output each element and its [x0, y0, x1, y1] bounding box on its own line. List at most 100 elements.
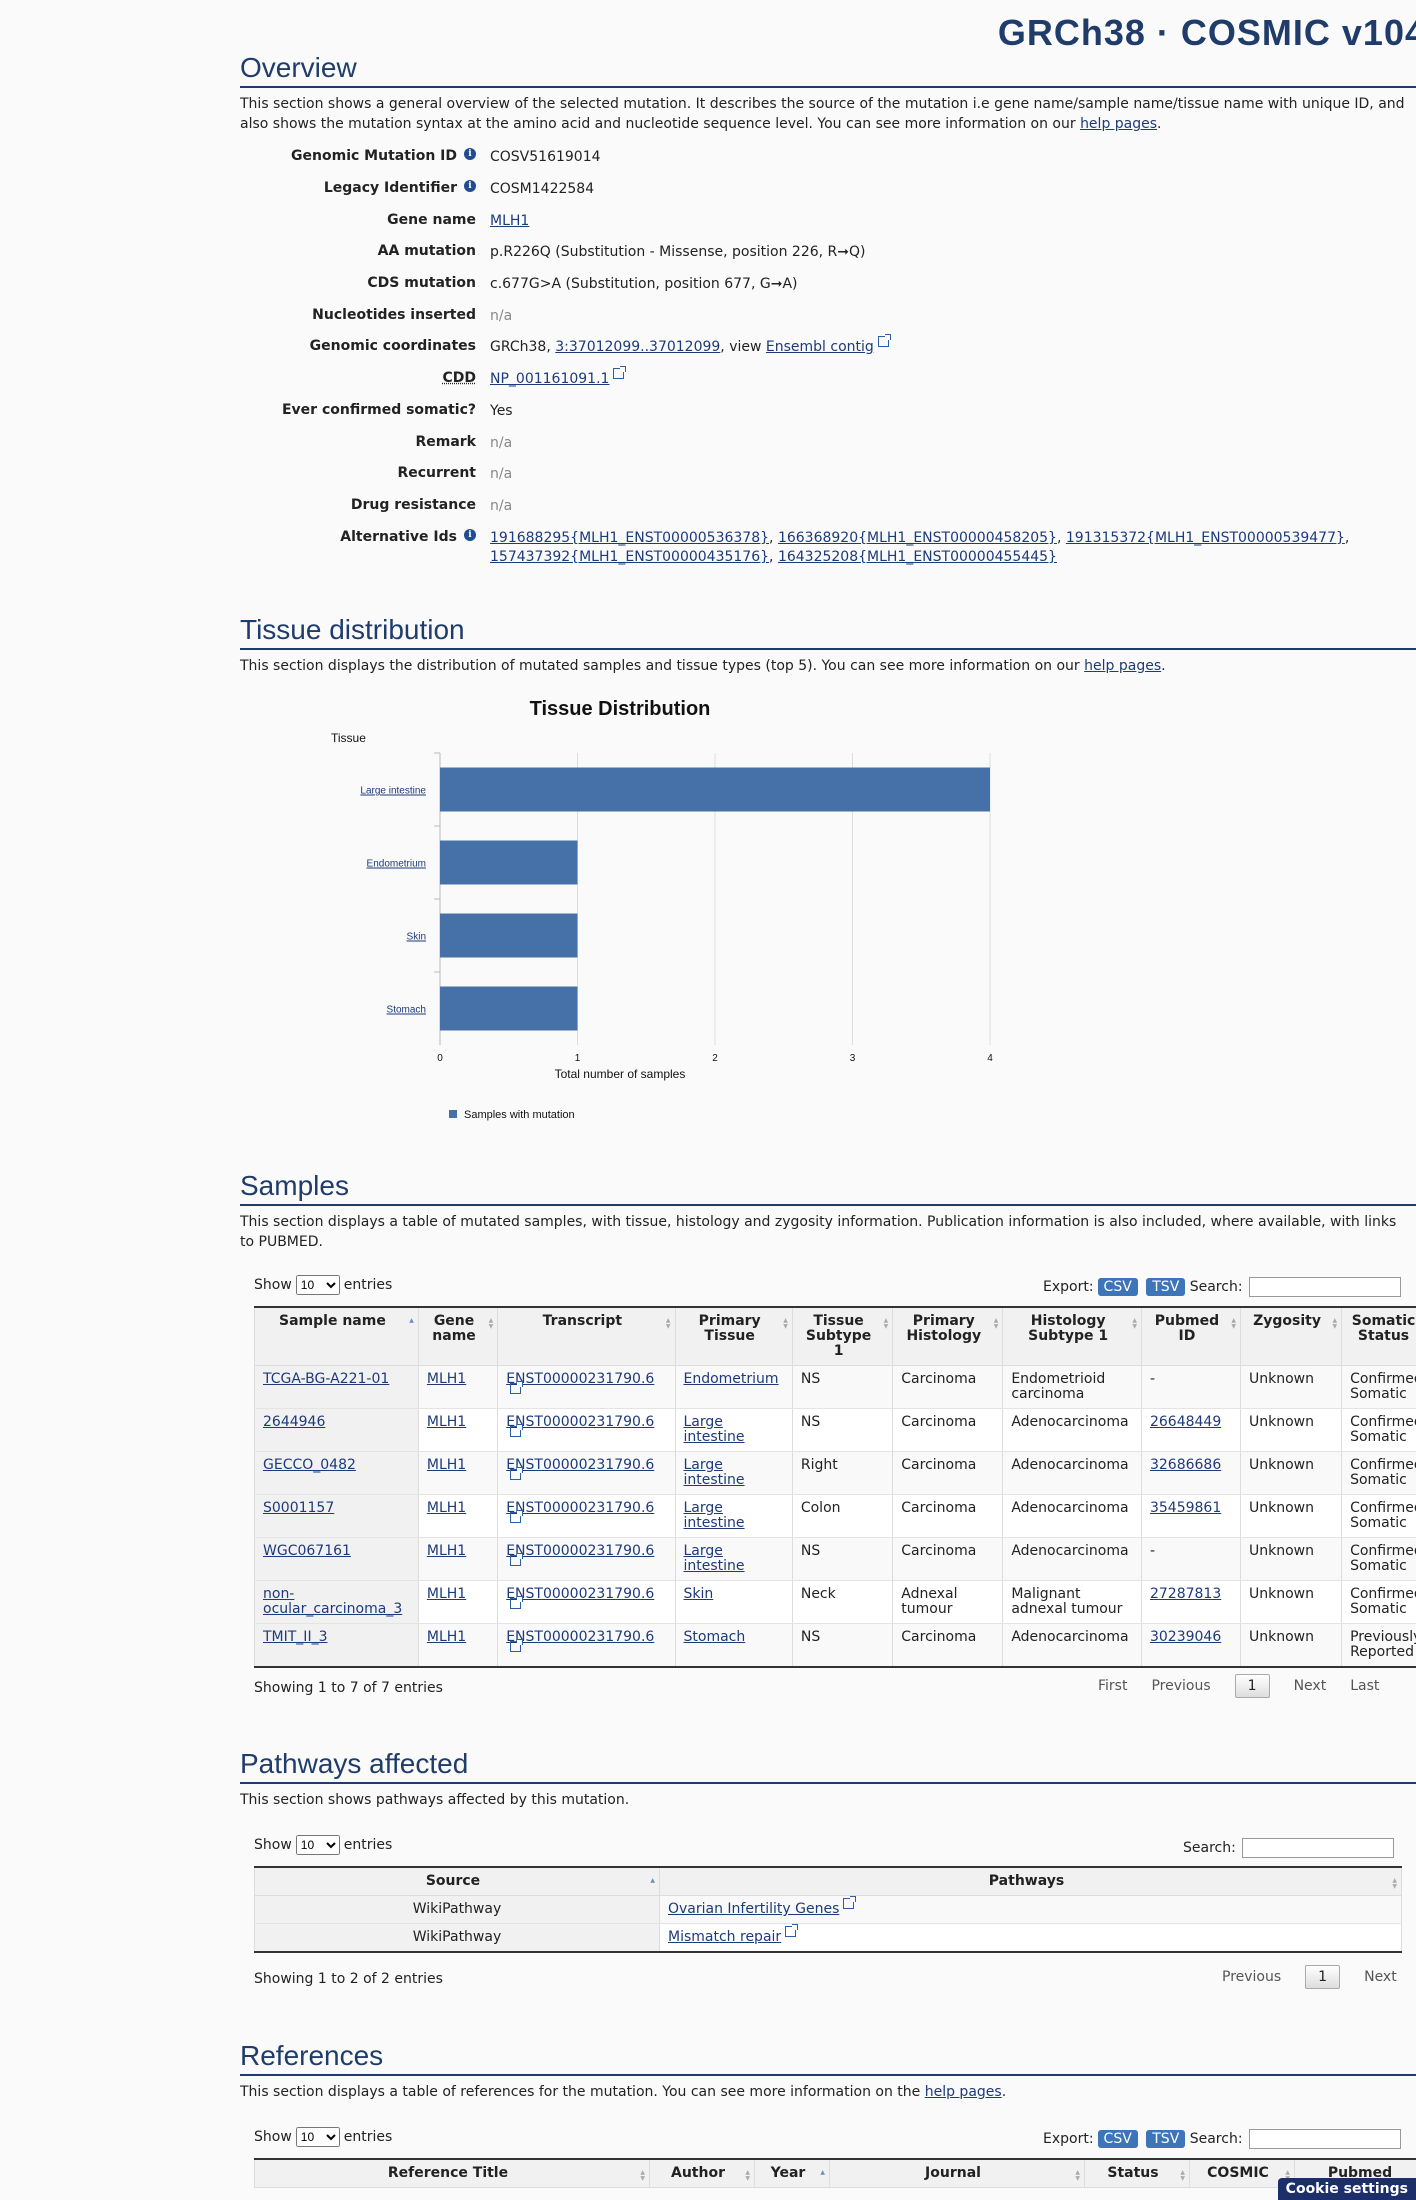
pager-page[interactable]: 1	[1234, 1674, 1270, 1698]
gene-link[interactable]: MLH1	[426, 1500, 467, 1516]
gene-link[interactable]: MLH1	[426, 1629, 467, 1645]
table-cell: Unknown	[1239, 1537, 1343, 1581]
tissue-link[interactable]: Large intestine	[683, 1457, 745, 1488]
gene-link[interactable]: MLH1	[426, 1371, 467, 1387]
pager-next[interactable]: Next	[1293, 1678, 1327, 1694]
transcript-link[interactable]: ENST00000231790.6	[506, 1543, 655, 1559]
export-tsv-button[interactable]: TSV	[1146, 2130, 1186, 2148]
tissue-help-link[interactable]: help pages	[1084, 658, 1162, 674]
pathways-page-size-select[interactable]: 10	[295, 1835, 340, 1855]
ensembl-contig-link[interactable]: Ensembl contig	[765, 339, 874, 355]
sample-link[interactable]: 2644946	[263, 1414, 326, 1430]
sample-link[interactable]: TMIT_II_3	[263, 1629, 328, 1645]
pager-next[interactable]: Next	[1364, 1969, 1397, 1985]
col-pathways[interactable]: Pathways	[659, 1866, 1402, 1896]
sample-link[interactable]: WGC067161	[263, 1543, 351, 1559]
external-link-icon	[785, 1924, 799, 1937]
transcript-link[interactable]: ENST00000231790.6	[506, 1629, 655, 1645]
cdd-link[interactable]: NP_001161091.1	[490, 371, 610, 387]
alt-id-link[interactable]: 191315372{MLH1_ENST00000539477}	[1065, 530, 1345, 546]
references-search-input[interactable]	[1248, 2129, 1401, 2149]
drug-resistance: n/a	[490, 498, 513, 514]
col-status[interactable]: Status	[1084, 2158, 1190, 2188]
col-source[interactable]: Source	[254, 1866, 660, 1896]
category-label[interactable]: Large intestine	[360, 786, 426, 797]
info-icon[interactable]: i	[464, 180, 476, 192]
info-icon[interactable]: i	[464, 148, 476, 160]
tissue-link[interactable]: Stomach	[683, 1629, 746, 1645]
overview-help-link[interactable]: help pages	[1080, 116, 1158, 132]
table-cell: Carcinoma	[892, 1365, 1004, 1409]
pager-previous[interactable]: Previous	[1222, 1969, 1282, 1985]
transcript-link[interactable]: ENST00000231790.6	[506, 1500, 655, 1516]
references-help-link[interactable]: help pages	[924, 2084, 1002, 2100]
gene-link[interactable]: MLH1	[426, 1457, 467, 1473]
transcript-link[interactable]: ENST00000231790.6	[506, 1457, 655, 1473]
references-page-size-select[interactable]: 10	[295, 2127, 340, 2147]
info-icon[interactable]: i	[464, 529, 476, 541]
transcript-link[interactable]: ENST00000231790.6	[506, 1414, 655, 1430]
pager-last[interactable]: Last	[1350, 1678, 1380, 1694]
sample-link[interactable]: TCGA-BG-A221-01	[263, 1371, 390, 1387]
gene-link[interactable]: MLH1	[490, 213, 530, 229]
alt-id-link[interactable]: 166368920{MLH1_ENST00000458205}	[777, 530, 1057, 546]
category-label[interactable]: Stomach	[387, 1005, 426, 1016]
export-csv-button[interactable]: CSV	[1097, 2130, 1138, 2148]
alt-id-link[interactable]: 157437392{MLH1_ENST00000435176}	[490, 549, 770, 565]
transcript-link[interactable]: ENST00000231790.6	[506, 1371, 655, 1387]
col-journal[interactable]: Journal	[829, 2158, 1085, 2188]
gene-link[interactable]: MLH1	[426, 1586, 467, 1602]
gene-link[interactable]: MLH1	[426, 1543, 467, 1559]
gene-link[interactable]: MLH1	[426, 1414, 467, 1430]
sample-link[interactable]: S0001157	[263, 1500, 335, 1516]
pubmed-link[interactable]: 30239046	[1149, 1629, 1222, 1645]
tissue-link[interactable]: Large intestine	[683, 1500, 745, 1531]
tissue-link[interactable]: Large intestine	[683, 1414, 745, 1445]
pubmed-link[interactable]: 27287813	[1149, 1586, 1222, 1602]
pathway-link[interactable]: Ovarian Infertility Genes	[668, 1901, 840, 1917]
col-cosmic[interactable]: COSMIC	[1189, 2158, 1295, 2188]
sample-link[interactable]: non-ocular_carcinoma_3	[263, 1586, 403, 1617]
coordinate-link[interactable]: 3:37012099..37012099	[555, 339, 721, 355]
pathways-search-input[interactable]	[1241, 1838, 1394, 1858]
cookie-settings-button[interactable]: Cookie settings	[1277, 2178, 1416, 2200]
col-somatic-status[interactable]: Somatic Status	[1341, 1306, 1416, 1366]
export-tsv-button[interactable]: TSV	[1146, 1278, 1186, 1296]
pager-page[interactable]: 1	[1305, 1965, 1341, 1989]
col-reference-title[interactable]: Reference Title	[254, 2158, 650, 2188]
pubmed-link[interactable]: 26648449	[1149, 1414, 1222, 1430]
col-zygosity[interactable]: Zygosity	[1239, 1306, 1343, 1366]
col-year[interactable]: Year	[754, 2158, 830, 2188]
category-label[interactable]: Skin	[407, 932, 426, 943]
col-primary-tissue[interactable]: Primary Tissue	[674, 1306, 793, 1366]
pager-first[interactable]: First	[1098, 1678, 1128, 1694]
alt-id-link[interactable]: 164325208{MLH1_ENST00000455445}	[777, 549, 1057, 565]
pubmed-link[interactable]: 32686686	[1149, 1457, 1222, 1473]
col-tissue-subtype-1[interactable]: Tissue Subtype 1	[791, 1306, 894, 1366]
pager-previous[interactable]: Previous	[1151, 1678, 1211, 1694]
transcript-link[interactable]: ENST00000231790.6	[506, 1586, 655, 1602]
samples-search-input[interactable]	[1248, 1277, 1401, 1297]
table-cell: -	[1140, 1537, 1241, 1581]
pubmed-link[interactable]: 35459861	[1149, 1500, 1222, 1516]
tissue-link[interactable]: Endometrium	[683, 1371, 779, 1387]
tissue-link[interactable]: Large intestine	[683, 1543, 745, 1574]
category-label[interactable]: Endometrium	[367, 859, 426, 870]
samples-length-control: Show 10 entries	[254, 1275, 392, 1295]
export-csv-button[interactable]: CSV	[1097, 1278, 1138, 1296]
col-gene-name[interactable]: Gene name	[417, 1306, 499, 1366]
col-primary-histology[interactable]: Primary Histology	[892, 1306, 1004, 1366]
col-sample-name[interactable]: Sample name	[254, 1306, 419, 1366]
samples-page-size-select[interactable]: 10	[295, 1275, 340, 1295]
pathway-link[interactable]: Mismatch repair	[668, 1929, 782, 1945]
col-author[interactable]: Author	[649, 2158, 755, 2188]
col-histology-subtype-1[interactable]: Histology Subtype 1	[1002, 1306, 1142, 1366]
sample-link[interactable]: GECCO_0482	[263, 1457, 356, 1473]
col-pubmed-id[interactable]: Pubmed ID	[1140, 1306, 1241, 1366]
table-cell: Endometrioid carcinoma	[1002, 1365, 1142, 1409]
table-cell: Unknown	[1239, 1494, 1343, 1538]
alt-id-link[interactable]: 191688295{MLH1_ENST00000536378}	[490, 530, 770, 546]
col-transcript[interactable]: Transcript	[497, 1306, 676, 1366]
tissue-link[interactable]: Skin	[683, 1586, 714, 1602]
